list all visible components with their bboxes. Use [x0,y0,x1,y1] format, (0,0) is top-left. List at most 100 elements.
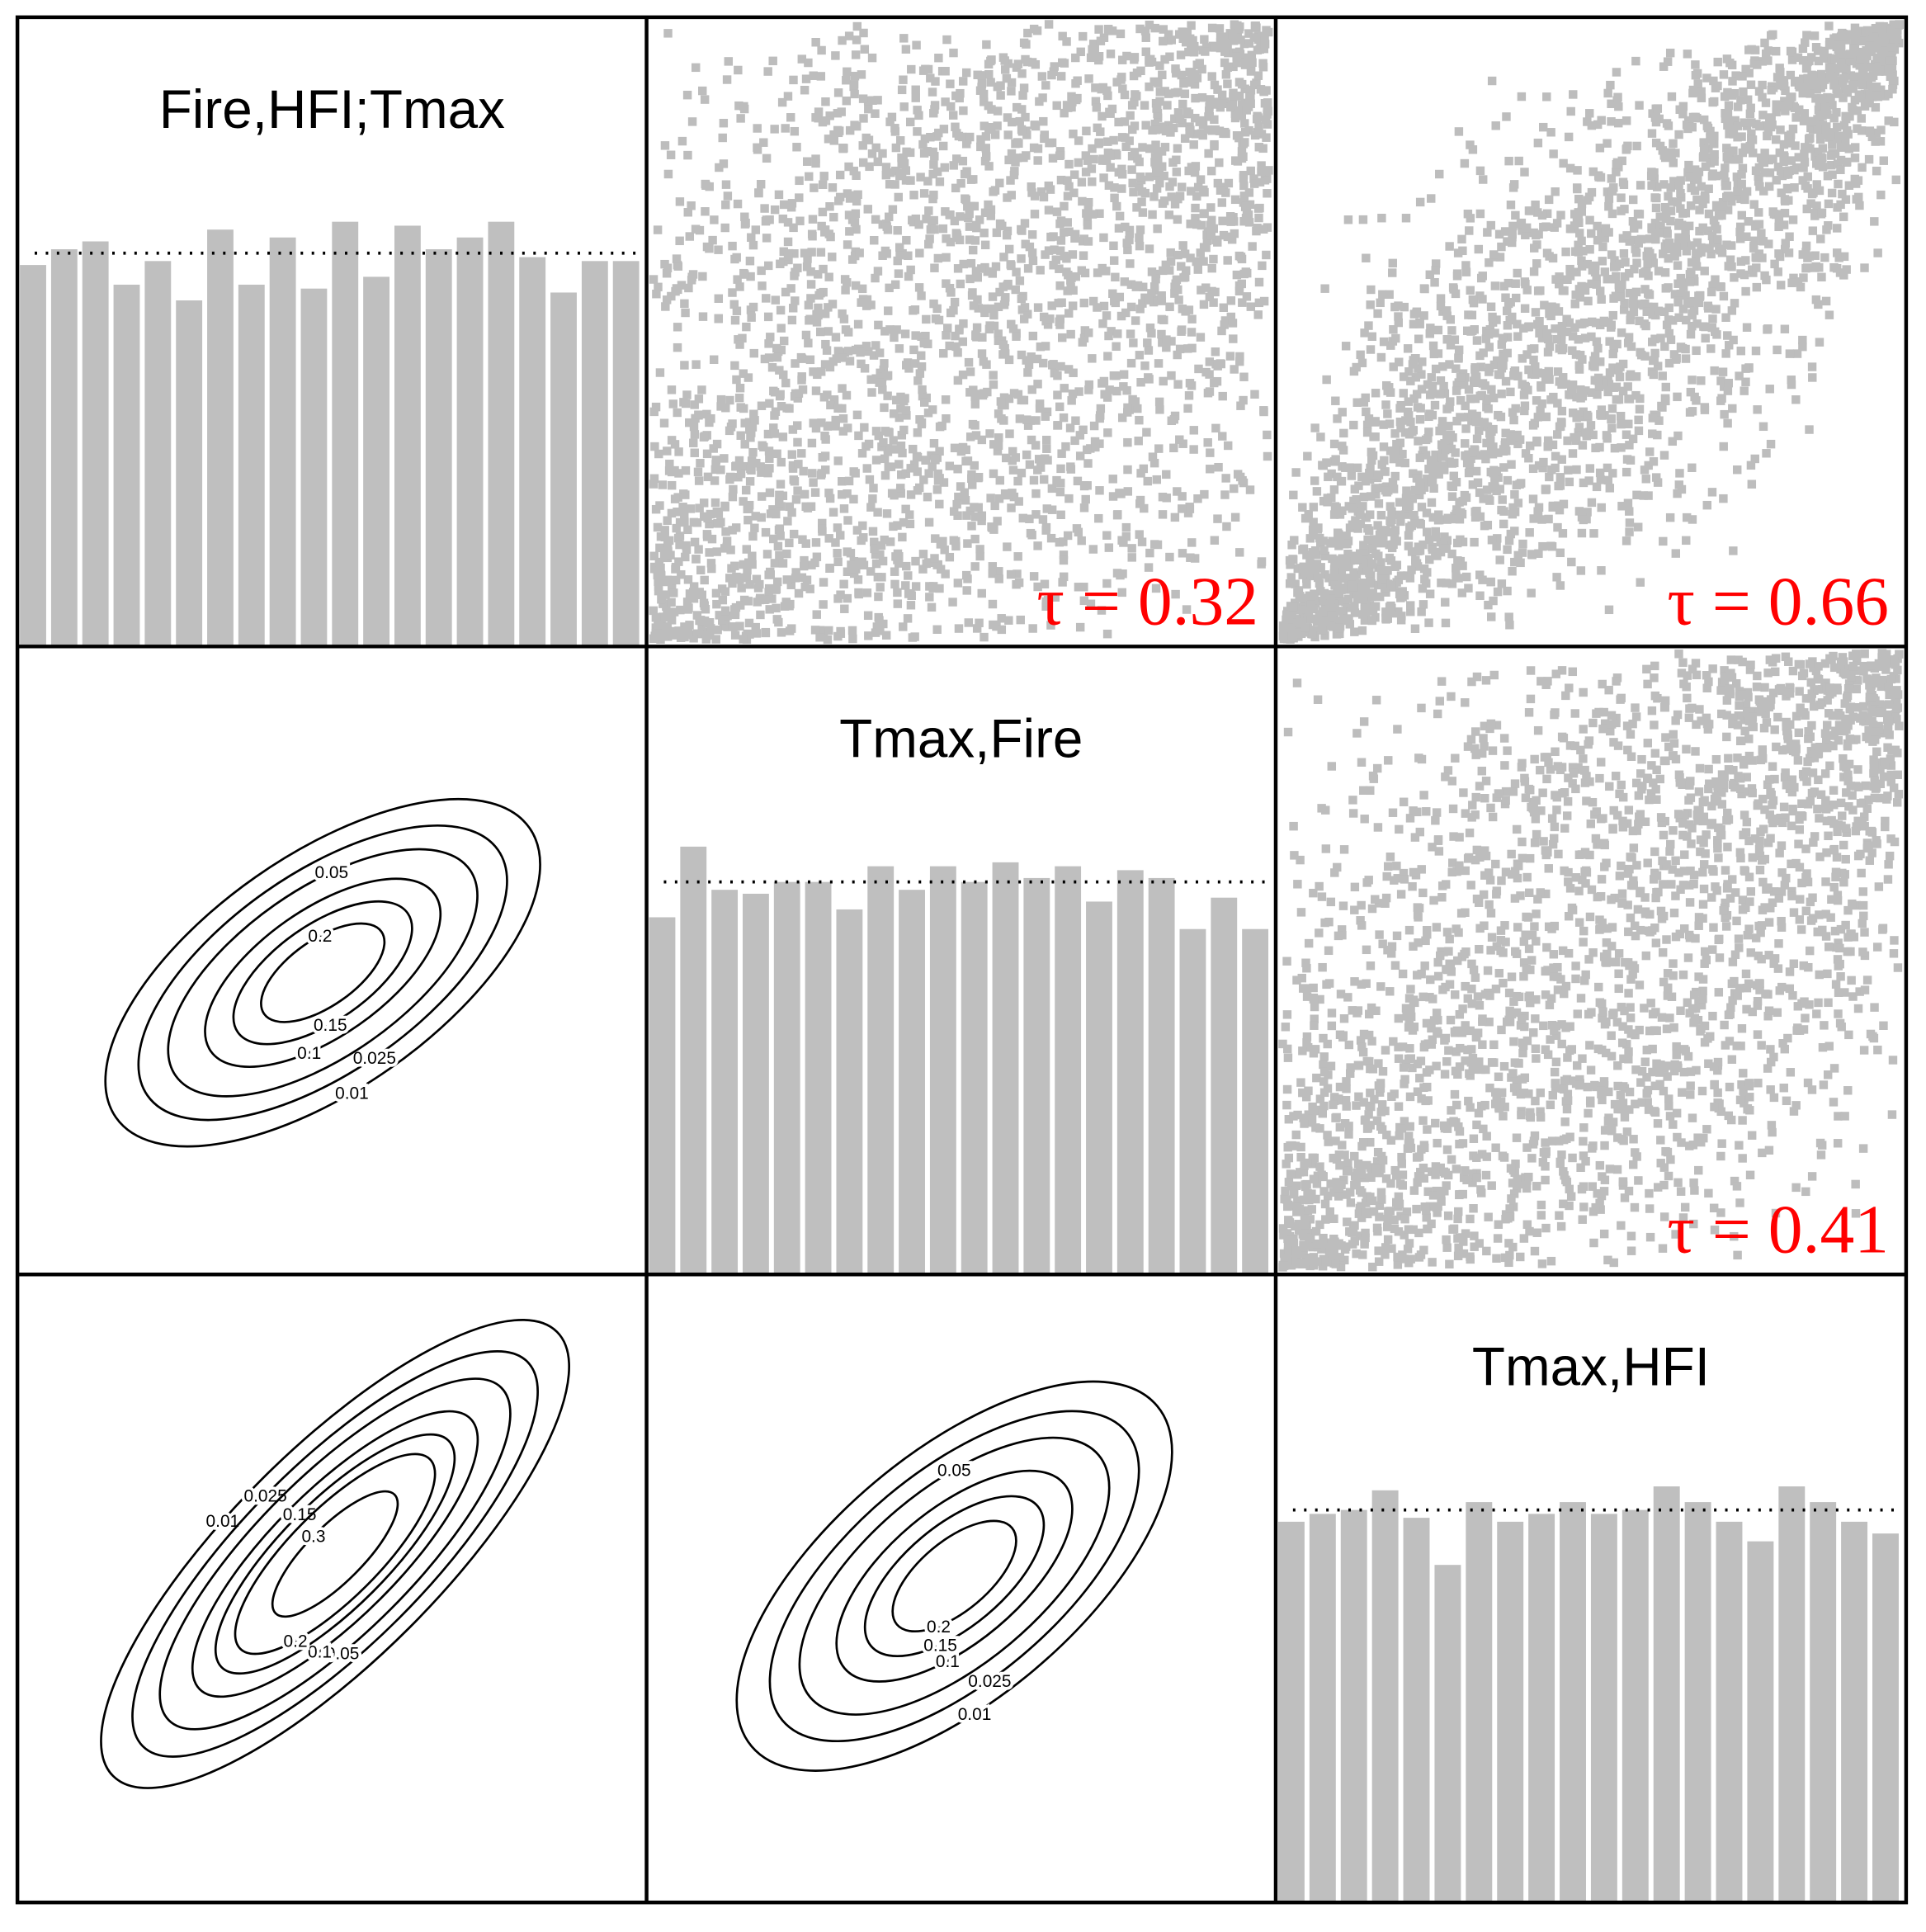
scatter-point [1435,169,1444,179]
scatter-point [817,418,826,427]
scatter-point [854,589,863,599]
scatter-point [1565,272,1575,281]
histogram-bar [363,276,390,647]
scatter-point [1758,92,1767,102]
scatter-point [700,616,710,626]
scatter-point [949,161,958,170]
scatter-point [1828,170,1837,179]
scatter-point [1701,322,1710,332]
scatter-point [906,464,915,473]
scatter-point [1015,414,1025,423]
scatter-point [1155,87,1165,97]
scatter-point [1537,210,1547,220]
scatter-point [1242,292,1252,301]
scatter-point [1230,195,1240,205]
scatter-point [1424,618,1433,627]
scatter-point [783,237,793,247]
scatter-point [1404,430,1414,439]
scatter-point [959,259,968,269]
scatter-point [1617,419,1626,429]
scatter-point [1767,86,1776,95]
scatter-point [1095,486,1104,495]
scatter-point [1603,463,1612,473]
scatter-point [1263,120,1272,129]
scatter-point [1137,197,1146,206]
scatter-point [914,111,923,120]
scatter-point [1407,565,1416,574]
scatter-point [1436,376,1446,385]
scatter-point [1574,427,1584,437]
scatter-point [1134,437,1143,446]
scatter-point [1168,123,1178,133]
scatter-point [1364,526,1374,536]
scatter-point [922,215,931,224]
scatter-point [929,160,938,169]
scatter-point [951,183,961,193]
scatter-point [1150,540,1159,549]
scatter-point [890,445,900,454]
scatter-point [1484,494,1494,503]
scatter-point [1543,442,1552,451]
scatter-point [1494,448,1503,457]
scatter-point [1112,201,1121,211]
scatter-point [849,494,858,504]
scatter-point [849,82,858,92]
scatter-point [1587,279,1596,289]
scatter-point [1031,121,1041,131]
scatter-point [927,602,937,612]
scatter-point [1052,207,1062,216]
scatter-point [1385,290,1394,300]
scatter-point [1096,36,1106,45]
scatter-point [1365,468,1374,478]
scatter-point [811,158,820,168]
scatter-point [1884,64,1893,74]
scatter-point [658,593,667,602]
scatter-point [700,575,709,585]
scatter-point [1084,74,1093,83]
scatter-point [1159,25,1168,34]
scatter-point [1628,195,1638,205]
scatter-point [899,102,909,111]
scatter-point [747,313,756,322]
scatter-point [1654,267,1664,276]
scatter-point [1006,176,1015,185]
scatter-point [1059,572,1069,582]
scatter-point [720,454,729,463]
scatter-point [1008,465,1018,475]
scatter-point [852,224,861,234]
scatter-point [1444,422,1453,431]
scatter-point [1607,423,1617,432]
scatter-point [1520,277,1530,286]
scatter-point [1031,510,1041,519]
scatter-point [953,264,963,273]
scatter-point [1536,406,1545,415]
scatter-point [1058,31,1067,41]
scatter-point [1727,241,1736,250]
scatter-point [1692,195,1702,205]
scatter-point [841,286,850,295]
scatter-point [1659,307,1669,316]
scatter-point [673,508,682,517]
scatter-point [1361,513,1370,522]
scatter-point [1335,510,1345,519]
scatter-point [1660,342,1669,352]
scatter-point [880,246,890,256]
scatter-point [1423,380,1433,390]
scatter-point [1416,404,1425,413]
scatter-point [1555,279,1564,289]
scatter-point [1130,148,1140,157]
scatter-point [808,215,818,224]
scatter-point [1135,233,1144,243]
scatter-point [1656,333,1665,342]
scatter-point [1681,227,1690,236]
scatter-point [994,336,1003,346]
scatter-point [1692,248,1701,258]
scatter-point [1110,193,1119,203]
scatter-point [1553,367,1563,376]
scatter-point [1810,152,1820,161]
scatter-point [1749,241,1758,250]
scatter-point [1228,30,1237,40]
scatter-point [1481,454,1490,464]
scatter-point [1674,181,1683,190]
scatter-point [1207,23,1217,33]
